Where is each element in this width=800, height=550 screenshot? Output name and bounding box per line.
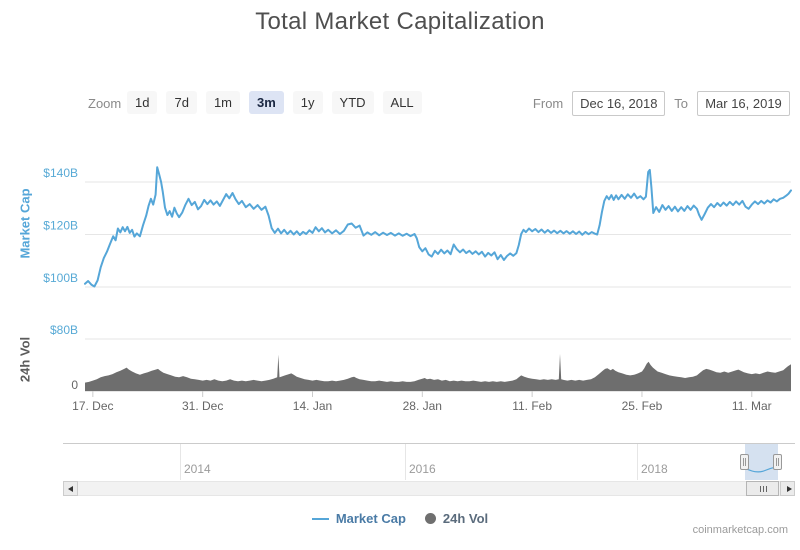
x-axis-tick-label: 11. Feb <box>512 399 552 413</box>
date-range-inputs: From To <box>533 91 790 116</box>
volume-area-series[interactable] <box>85 353 791 391</box>
scrollbar-thumb[interactable] <box>746 481 779 496</box>
chart-legend: Market Cap 24h Vol <box>0 511 800 526</box>
scrollbar-left-arrow[interactable] <box>63 481 78 496</box>
page-title: Total Market Capitalization <box>255 8 545 35</box>
navigator-gridline <box>180 444 181 480</box>
y-axis-tick-label: $80B <box>50 323 78 337</box>
line-marker-icon <box>311 517 329 520</box>
zoom-button-all[interactable]: ALL <box>382 91 422 114</box>
zoom-button-1d[interactable]: 1d <box>127 91 158 114</box>
legend-label-24h-vol: 24h Vol <box>442 511 489 526</box>
y-axis-tick-label: 0 <box>71 378 78 392</box>
y-axis-tick-label: $140B <box>43 166 78 180</box>
watermark: coinmarketcap.com <box>692 524 788 536</box>
navigator-year-2018: 2018 <box>641 462 668 476</box>
zoom-button-7d[interactable]: 7d <box>166 91 197 114</box>
x-axis-tick-label: 11. Mar <box>732 399 772 413</box>
zoom-buttons: 1d 7d 1m 3m 1y YTD ALL <box>127 91 422 114</box>
scrollbar-right-arrow[interactable] <box>780 481 795 496</box>
zoom-label: Zoom <box>88 96 122 111</box>
legend-label-market-cap: Market Cap <box>335 511 406 526</box>
x-axis-tick-label: 31. Dec <box>182 399 223 413</box>
legend-item-market-cap[interactable]: Market Cap <box>311 511 406 526</box>
x-axis-tick-label: 28. Jan <box>403 399 442 413</box>
navigator[interactable]: 2014 2016 2018 <box>63 443 795 480</box>
range-selector: Zoom 1d 7d 1m 3m 1y YTD ALL From To <box>0 91 800 117</box>
from-date-input[interactable] <box>572 91 666 116</box>
navigator-gridline <box>637 444 638 480</box>
to-label: To <box>674 96 688 111</box>
to-date-input[interactable] <box>697 91 790 116</box>
scrollbar[interactable] <box>63 481 795 496</box>
navigator-year-2016: 2016 <box>409 462 436 476</box>
y-axis-tick-label: $100B <box>43 271 78 285</box>
x-axis-tick-label: 17. Dec <box>72 399 113 413</box>
zoom-button-1y[interactable]: 1y <box>292 91 323 114</box>
y-axis-tick-label: $120B <box>43 219 78 233</box>
x-axis-tick-label: 25. Feb <box>622 399 663 413</box>
zoom-button-ytd[interactable]: YTD <box>331 91 374 114</box>
circle-marker-icon <box>424 513 436 524</box>
zoom-button-3m[interactable]: 3m <box>249 91 284 114</box>
price-volume-chart[interactable]: $100B $120B $140B 0 $80B 17. Dec 31. Dec 14. Ja… <box>0 130 800 420</box>
zoom-button-1m[interactable]: 1m <box>205 91 240 114</box>
market-cap-line-series[interactable] <box>84 166 792 288</box>
navigator-gridline <box>405 444 406 480</box>
navigator-year-2014: 2014 <box>184 462 211 476</box>
legend-item-24h-vol[interactable]: 24h Vol <box>424 511 489 526</box>
from-label: From <box>532 96 564 111</box>
navigator-selected-range[interactable] <box>745 444 778 480</box>
navigator-left-handle[interactable] <box>740 454 749 470</box>
x-axis-tick-label: 14. Jan <box>293 399 332 413</box>
navigator-right-handle[interactable] <box>773 454 782 470</box>
